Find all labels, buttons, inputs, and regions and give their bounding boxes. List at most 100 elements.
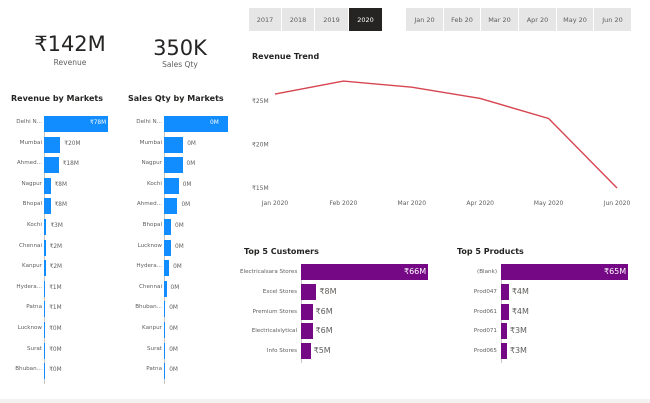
revenue-market-bar[interactable]: [44, 239, 46, 256]
sales-qty-market-category-label: Surat: [146, 345, 162, 352]
sales-qty-market-bar[interactable]: [164, 280, 167, 297]
page-bottom-border: [0, 399, 650, 403]
product-bar[interactable]: [501, 264, 628, 280]
revenue-market-bar[interactable]: [44, 219, 47, 235]
sales-qty-kpi-label: Sales Qty: [162, 60, 198, 69]
sales-qty-market-category-label: Kanpur: [142, 325, 162, 331]
revenue-trend-line[interactable]: [274, 80, 618, 189]
month-feb-button[interactable]: Feb 20: [444, 8, 480, 31]
revenue-market-category-label: Patna: [26, 304, 42, 311]
revenue-market-bar[interactable]: [44, 136, 61, 153]
revenue-trend-y-tick: ₹15M: [252, 185, 269, 192]
revenue-trend-point[interactable]: [478, 96, 482, 100]
revenue-market-bar[interactable]: [44, 116, 108, 132]
sales-qty-market-bar[interactable]: [164, 219, 172, 235]
sales-qty-market-category-label: Hydera...: [136, 263, 162, 270]
revenue-trend-x-tick: Jun 2020: [603, 200, 631, 207]
revenue-market-category-label: Ahmed...: [16, 160, 42, 167]
sales-qty-market-data-label: 0M: [175, 243, 184, 250]
year-2018-button[interactable]: 2018: [282, 8, 314, 31]
sales-qty-market-bar[interactable]: [164, 157, 183, 174]
customer-category-label: Electricalslytical: [251, 328, 297, 335]
revenue-by-markets-chart: Delhi N... ₹78M Mumbai ₹20M Ahmed... ₹18M Nagp…: [0, 116, 120, 386]
month-may-button[interactable]: May 20: [557, 8, 593, 31]
revenue-trend-x-tick: Mar 2020: [398, 200, 427, 207]
year-2019-button[interactable]: 2019: [315, 8, 348, 31]
product-data-label: ₹3M: [509, 346, 527, 356]
revenue-trend-point[interactable]: [615, 186, 619, 190]
customer-bar[interactable]: [301, 303, 313, 320]
revenue-market-data-label: ₹1M: [49, 305, 62, 312]
revenue-market-bar[interactable]: [44, 363, 46, 380]
revenue-trend-point[interactable]: [341, 79, 345, 83]
revenue-trend-point[interactable]: [410, 85, 414, 89]
revenue-market-bar[interactable]: [44, 301, 46, 318]
revenue-market-category-label: Kochi: [27, 222, 42, 228]
revenue-trend-y-tick: ₹20M: [252, 142, 269, 149]
product-data-label: ₹4M: [511, 306, 529, 316]
customer-data-label: ₹6M: [315, 306, 333, 316]
revenue-market-bar[interactable]: [44, 342, 46, 359]
sales-qty-market-bar[interactable]: [164, 260, 170, 277]
sales-qty-market-category-label: Ahmed...: [136, 201, 162, 208]
top-5-customers-chart: Electricalsara Stores ₹66M Excel Stores ₹8M…: [240, 264, 440, 374]
top-5-products-chart: (Blank) ₹65M Prod047 ₹4M Prod061 ₹4M Prod071 ₹3…: [440, 264, 640, 374]
sales-qty-market-bar[interactable]: [164, 363, 166, 380]
sales-qty-market-bar[interactable]: [164, 116, 228, 132]
product-data-label: ₹4M: [511, 286, 529, 296]
sales-qty-market-category-label: Kochi: [147, 180, 162, 187]
revenue-market-data-label: ₹78M: [90, 120, 107, 126]
sales-qty-by-markets-chart: Delhi N... 0M Mumbai 0M Nagpur 0M Kochi 0M Ahmed…: [120, 116, 240, 386]
sales-qty-market-data-label: 0M: [182, 181, 192, 188]
revenue-trend-point[interactable]: [273, 92, 277, 96]
month-apr-button[interactable]: Apr 20: [519, 8, 556, 31]
sales-qty-market-bar[interactable]: [164, 136, 184, 153]
year-2017-button[interactable]: 2017: [249, 8, 281, 31]
revenue-market-bar[interactable]: [44, 322, 46, 338]
revenue-market-bar[interactable]: [44, 198, 51, 215]
revenue-trend-title: Revenue Trend: [252, 52, 320, 61]
customer-bar[interactable]: [301, 283, 317, 300]
sales-qty-market-data-label: 0M: [186, 161, 196, 168]
sales-qty-by-markets-title: Sales Qty by Markets: [128, 94, 224, 103]
revenue-trend-chart: ₹25M ₹20M ₹15M Jan 2020 Feb 2020 Mar 2020 Apr …: [252, 79, 631, 207]
revenue-market-data-label: ₹18M: [62, 161, 79, 168]
product-category-label: Prod061: [473, 308, 497, 315]
customer-bar[interactable]: [301, 343, 311, 360]
revenue-market-bar[interactable]: [44, 157, 59, 174]
sales-qty-market-data-label: 0M: [170, 284, 180, 291]
sales-qty-market-data-label: 0M: [210, 120, 219, 126]
month-jan-button[interactable]: Jan 20: [406, 8, 443, 31]
customer-bar[interactable]: [301, 323, 313, 340]
revenue-market-data-label: ₹8M: [54, 202, 67, 209]
sales-qty-kpi-value: 350K: [153, 36, 207, 60]
product-bar[interactable]: [501, 343, 507, 360]
product-bar[interactable]: [501, 323, 507, 340]
revenue-market-category-label: Delhi N...: [16, 119, 42, 125]
month-mar-button[interactable]: Mar 20: [481, 8, 518, 31]
product-bar[interactable]: [501, 283, 509, 300]
revenue-market-data-label: ₹2M: [49, 264, 63, 271]
sales-qty-market-bar[interactable]: [164, 322, 166, 338]
sales-qty-market-data-label: 0M: [181, 202, 191, 209]
month-jun-button[interactable]: Jun 20: [594, 8, 631, 31]
sales-qty-market-bar[interactable]: [164, 342, 166, 359]
sales-qty-market-category-label: Nagpur: [141, 160, 162, 167]
revenue-market-bar[interactable]: [44, 177, 51, 194]
sales-qty-market-bar[interactable]: [164, 177, 179, 194]
sales-qty-market-category-label: Delhi N...: [136, 119, 162, 125]
revenue-market-bar[interactable]: [44, 260, 46, 277]
revenue-market-bar[interactable]: [44, 280, 46, 297]
sales-qty-market-bar[interactable]: [164, 301, 166, 318]
sales-qty-market-bar[interactable]: [164, 239, 172, 256]
sales-qty-market-bar[interactable]: [164, 198, 178, 215]
sales-qty-market-data-label: 0M: [169, 367, 178, 374]
revenue-market-category-label: Nagpur: [21, 180, 42, 187]
revenue-market-data-label: ₹0M: [49, 346, 62, 353]
revenue-trend-point[interactable]: [547, 116, 551, 120]
product-bar[interactable]: [501, 303, 509, 320]
year-2020-button[interactable]: 2020: [349, 8, 382, 31]
product-data-label: ₹65M: [604, 267, 627, 276]
revenue-market-category-label: Surat: [26, 345, 42, 352]
customer-bar[interactable]: [301, 264, 428, 280]
